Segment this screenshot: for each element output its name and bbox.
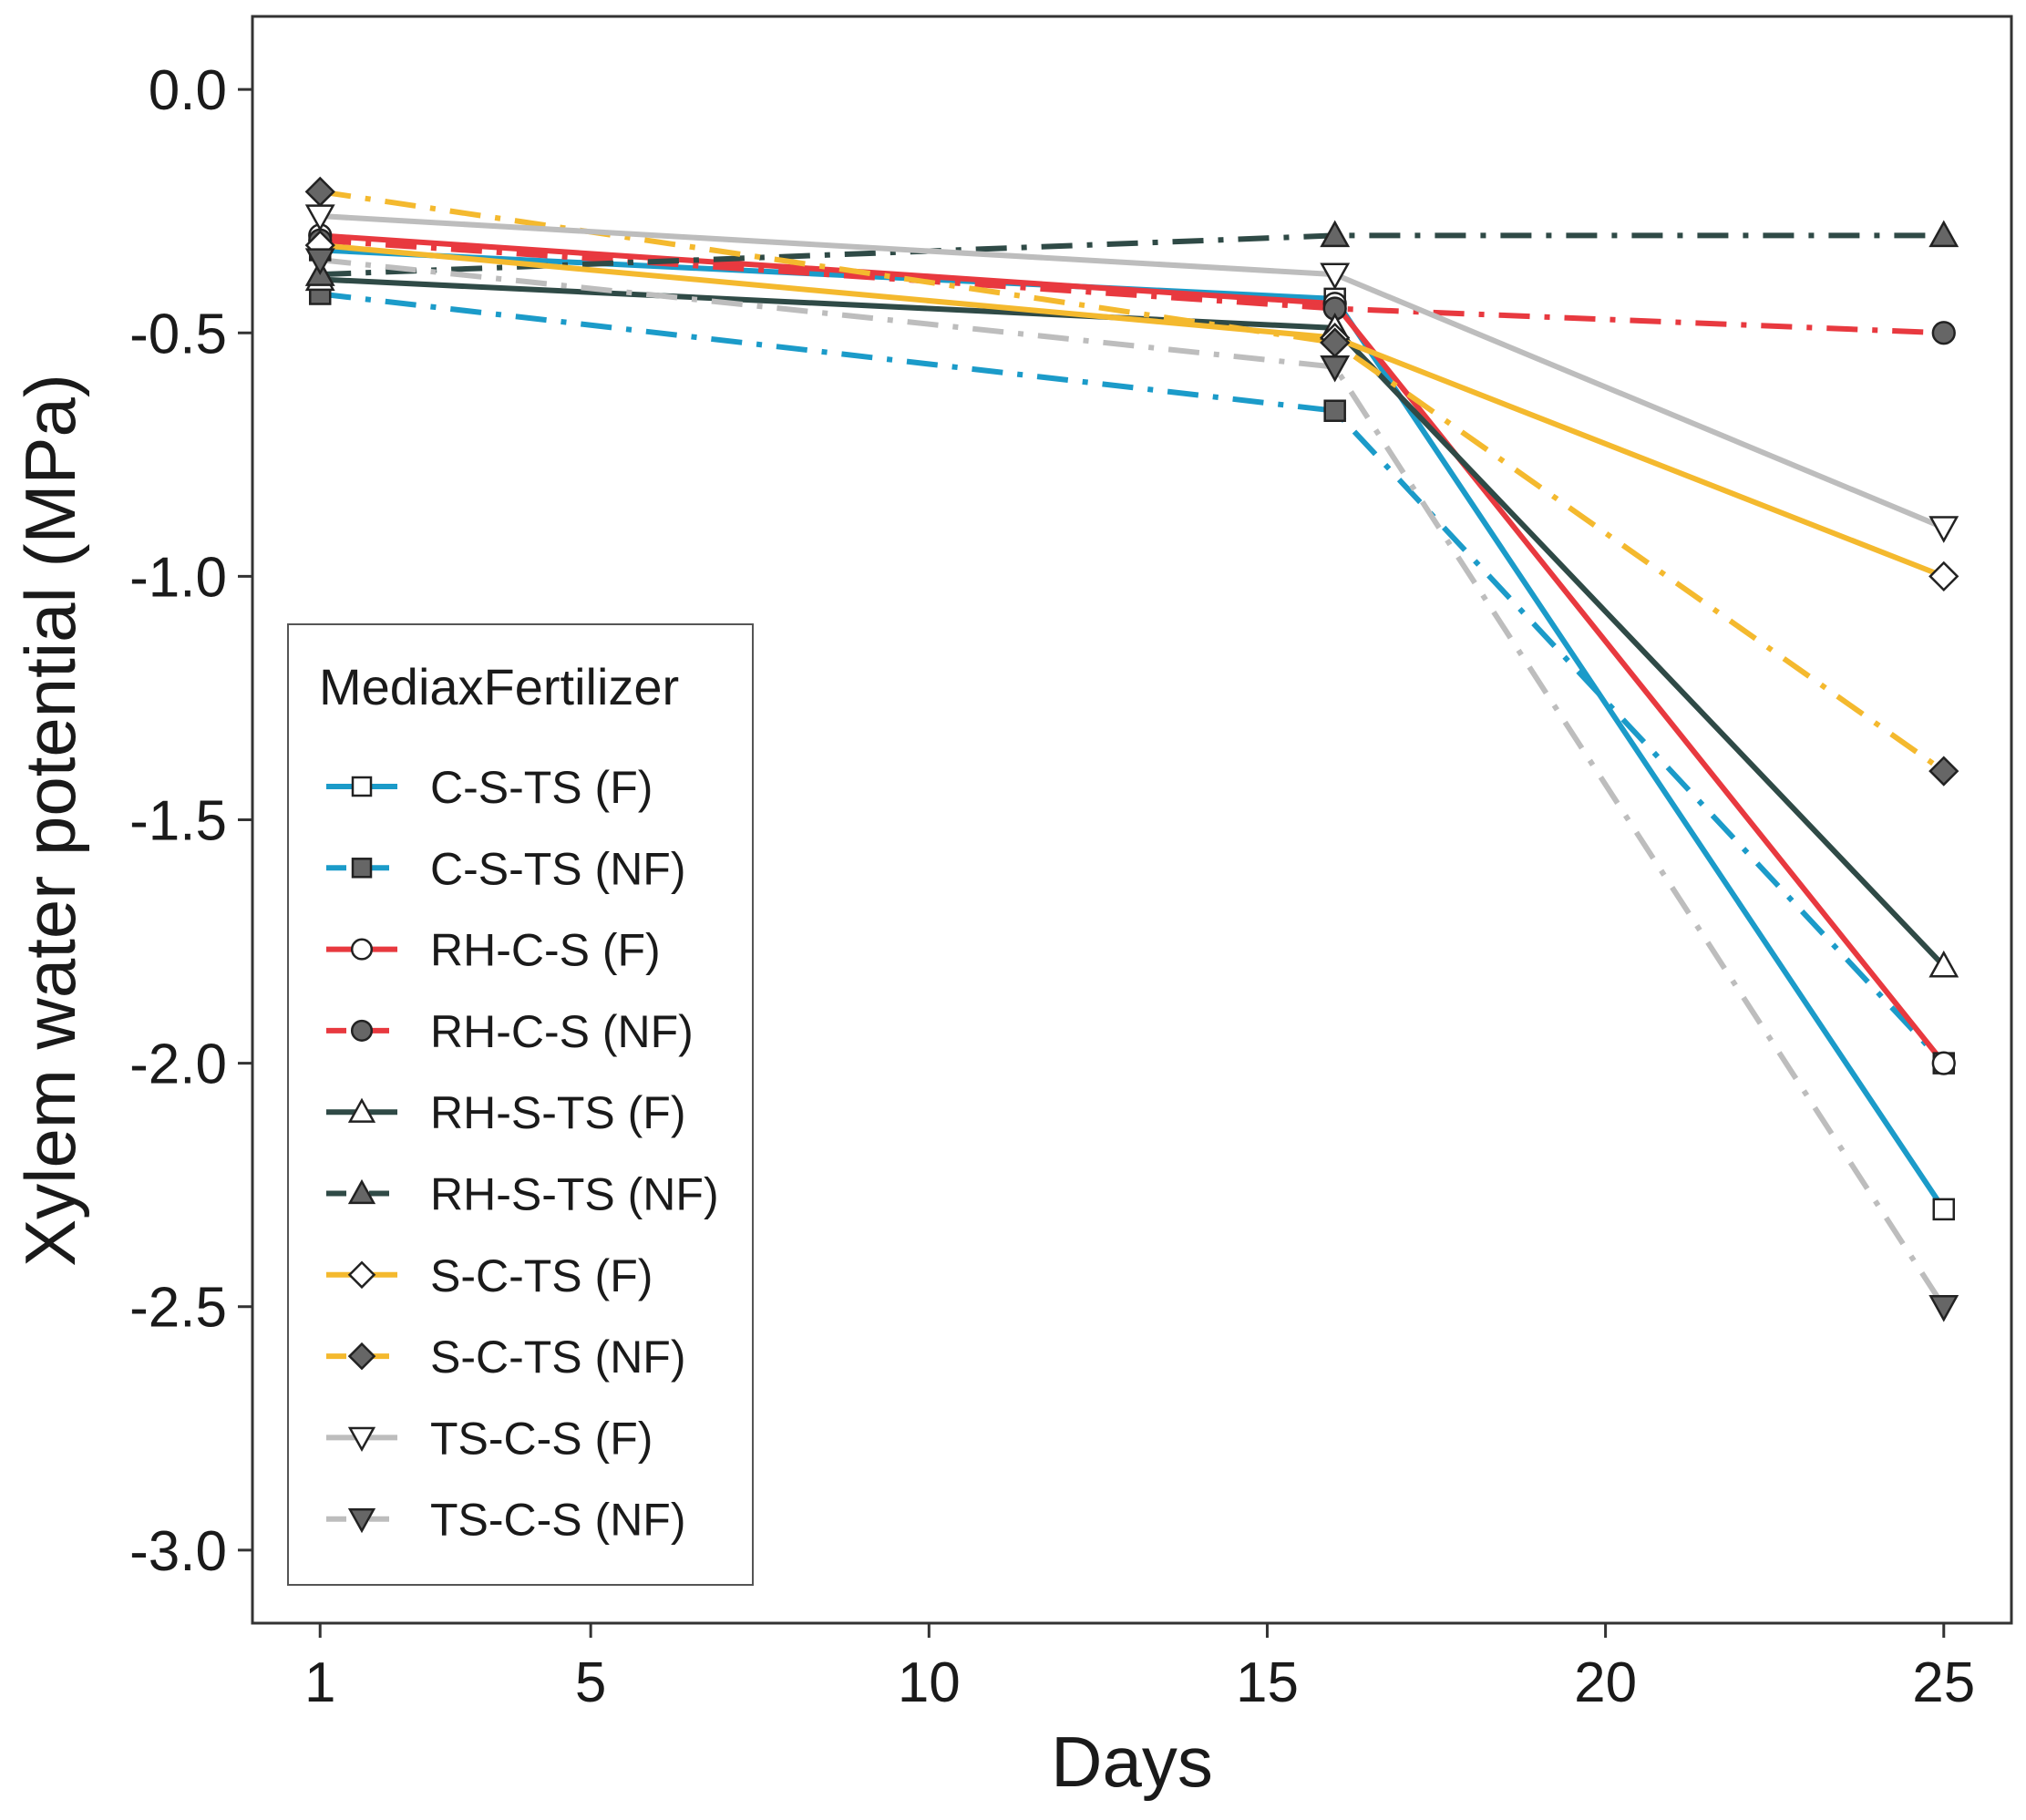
legend-item: RH-C-S (F)	[326, 925, 661, 976]
data-point	[1928, 516, 1959, 543]
legend-title: MediaxFertilizer	[319, 658, 679, 715]
data-point	[1320, 220, 1351, 248]
data-point	[1320, 355, 1351, 383]
legend: MediaxFertilizer C-S-TS (F) C-S-TS (NF) RH…	[287, 623, 754, 1586]
y-tick-label: -1.5	[129, 790, 227, 853]
y-tick-label: -2.5	[129, 1277, 227, 1340]
y-tick-label: -3.0	[129, 1520, 227, 1583]
x-tick-label: 15	[1236, 1651, 1299, 1714]
y-tick-label: -0.5	[129, 303, 227, 365]
data-point	[1931, 1051, 1956, 1075]
legend-marker	[350, 938, 374, 961]
data-point	[1931, 321, 1956, 345]
legend-label: S-C-TS (F)	[430, 1250, 653, 1301]
data-point	[1928, 220, 1959, 248]
legend-item: C-S-TS (F)	[326, 762, 653, 813]
legend-label: TS-C-S (NF)	[430, 1495, 686, 1546]
legend-label: RH-C-S (F)	[430, 925, 661, 976]
legend-item: RH-C-S (NF)	[326, 1006, 694, 1057]
x-tick-label: 5	[575, 1651, 606, 1714]
legend-item: S-C-TS (NF)	[326, 1332, 686, 1383]
x-tick-label: 25	[1912, 1651, 1975, 1714]
legend-label: RH-S-TS (NF)	[430, 1169, 719, 1220]
legend-item: C-S-TS (NF)	[326, 843, 686, 894]
legend-items: C-S-TS (F) C-S-TS (NF) RH-C-S (F) RH-C-S (N…	[326, 762, 719, 1546]
legend-item: RH-S-TS (F)	[326, 1087, 686, 1138]
y-tick-label: 0.0	[149, 59, 227, 122]
y-tick-label: -1.0	[129, 546, 227, 609]
data-point	[304, 176, 335, 207]
legend-label: TS-C-S (F)	[430, 1413, 653, 1464]
legend-item: RH-S-TS (NF)	[326, 1169, 719, 1220]
legend-label: C-S-TS (NF)	[430, 843, 686, 894]
series-line	[319, 257, 1947, 1309]
legend-marker	[351, 858, 373, 879]
legend-label: RH-C-S (NF)	[430, 1006, 694, 1057]
x-tick-label: 1	[304, 1651, 335, 1714]
series-markers	[304, 176, 1959, 1322]
x-tick-label: 20	[1574, 1651, 1637, 1714]
legend-marker	[347, 1178, 376, 1205]
legend-label: S-C-TS (NF)	[430, 1332, 686, 1383]
data-point	[1320, 262, 1351, 291]
legend-marker	[347, 1508, 376, 1534]
legend-label: C-S-TS (F)	[430, 762, 653, 813]
legend-marker	[351, 776, 373, 797]
data-point	[1928, 1295, 1959, 1322]
data-point	[304, 248, 335, 275]
data-point	[304, 204, 335, 231]
x-axis-ticks: 1 5 10 15 20 25	[304, 1623, 1975, 1714]
y-axis-title: Xylem water potential (MPa)	[10, 374, 90, 1267]
legend-marker	[347, 1426, 376, 1452]
data-point	[1928, 560, 1959, 591]
legend-item: S-C-TS (F)	[326, 1250, 653, 1301]
series-line	[319, 189, 1946, 774]
series-line	[319, 291, 1946, 1065]
legend-marker	[347, 1260, 376, 1290]
series-line	[320, 232, 1944, 278]
data-point	[1323, 399, 1346, 422]
legend-label: RH-S-TS (F)	[430, 1087, 686, 1138]
legend-marker	[347, 1097, 376, 1123]
data-point	[1932, 1198, 1956, 1221]
legend-marker	[350, 1019, 374, 1042]
y-tick-label: -2.0	[129, 1033, 227, 1096]
y-axis-ticks: 0.0 -0.5 -1.0 -1.5 -2.0 -2.5 -3.0	[129, 59, 252, 1583]
data-point	[1928, 756, 1959, 787]
x-axis-title: Days	[1051, 1722, 1213, 1802]
legend-item: TS-C-S (F)	[326, 1413, 653, 1464]
legend-marker	[347, 1342, 376, 1371]
x-tick-label: 10	[898, 1651, 961, 1714]
legend-item: TS-C-S (NF)	[326, 1495, 686, 1546]
data-point	[1928, 950, 1959, 978]
